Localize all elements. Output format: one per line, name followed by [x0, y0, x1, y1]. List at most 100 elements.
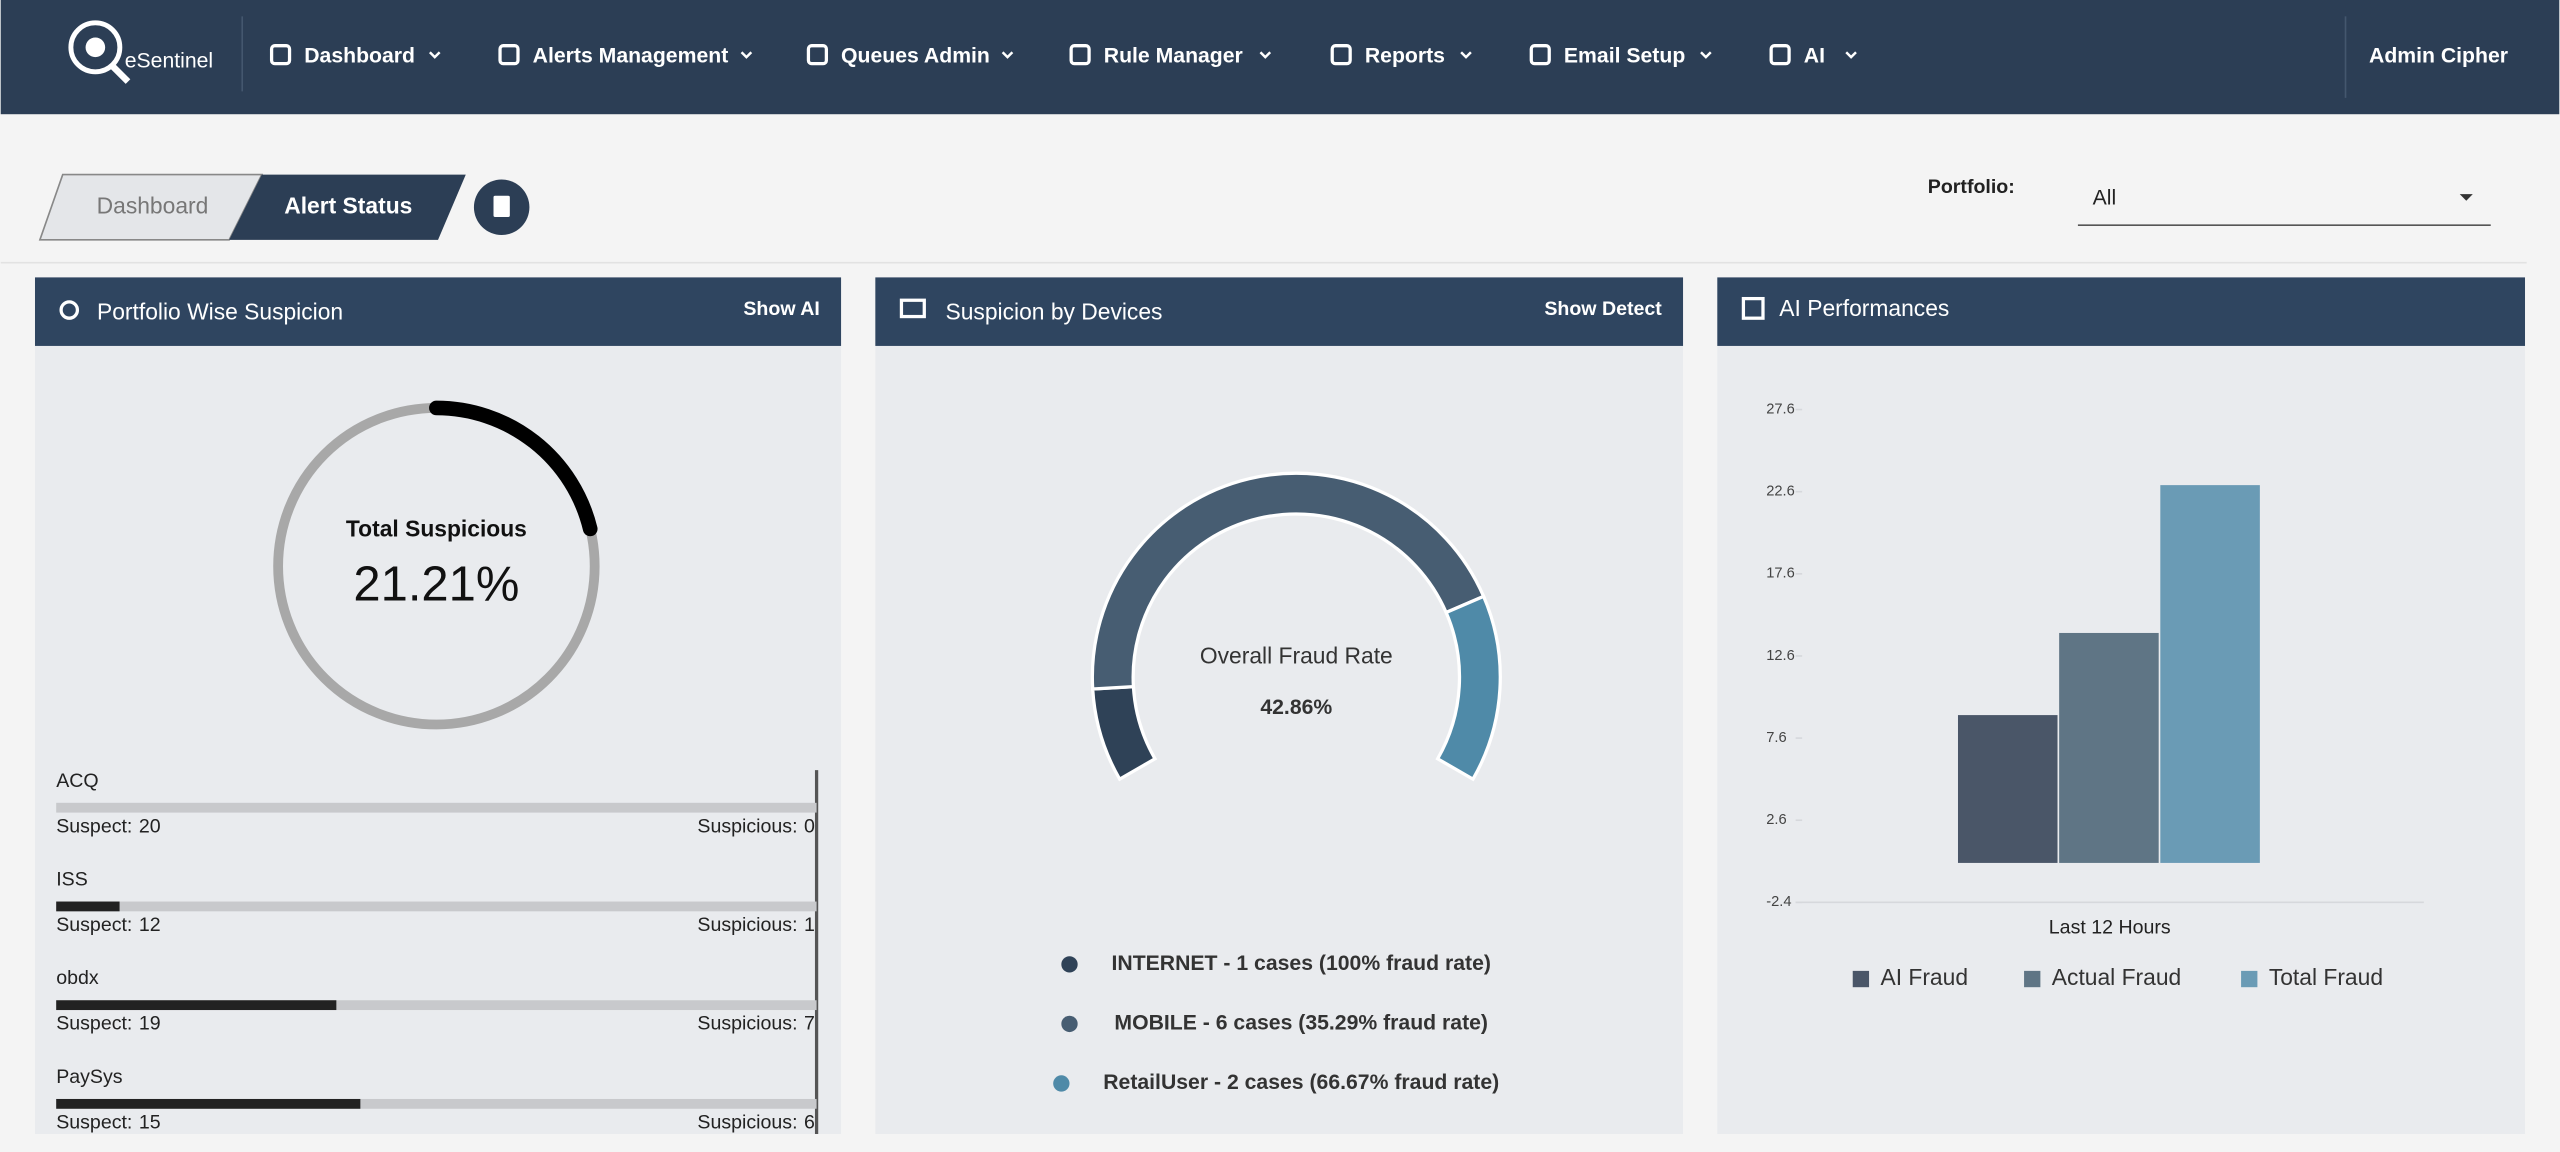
legend-label: Total Fraud	[2269, 964, 2383, 990]
legend-label: RetailUser - 2 cases (66.67% fraud rate)	[1103, 1071, 1499, 1094]
breadcrumb-item[interactable]	[229, 174, 466, 240]
breadcrumb-text: Dashboard	[97, 192, 209, 218]
nav-item[interactable]: Email Setup	[1564, 45, 1685, 68]
icon	[59, 300, 80, 320]
user-menu[interactable]: Admin Cipher	[2369, 45, 2508, 68]
nav-item[interactable]: Alerts Management	[533, 45, 729, 68]
label: Suspect:	[56, 914, 132, 936]
gauge-segment	[1435, 594, 1502, 782]
nav-icon	[1330, 44, 1352, 66]
value: 0	[804, 815, 815, 837]
panel-title: AI Performances	[1779, 295, 1949, 321]
gauge-label: Total Suspicious	[346, 515, 527, 541]
label: Suspect:	[56, 1013, 132, 1035]
icon	[1741, 296, 1765, 320]
panel-body	[34, 277, 842, 1135]
bar-track	[56, 1000, 817, 1011]
panel-action[interactable]: Show Detect	[1544, 298, 1662, 320]
bar	[56, 901, 120, 912]
y-tick-label: 22.6	[1766, 484, 1795, 500]
nav-icon	[269, 44, 292, 66]
caret	[429, 51, 441, 59]
label: Suspect:	[56, 1112, 132, 1134]
panel-title: Portfolio Wise Suspicion	[97, 298, 343, 324]
label: Suspicious:	[697, 914, 797, 936]
value: 20	[139, 815, 161, 837]
navbar	[0, 0, 2560, 115]
value: 12	[139, 914, 161, 936]
legend-label: AI Fraud	[1880, 964, 1968, 990]
logo	[85, 37, 106, 58]
logo	[68, 20, 123, 75]
value: 1	[804, 914, 815, 936]
suspicious-count: Suspicious: 6	[697, 1112, 815, 1134]
bar-track	[56, 802, 817, 813]
brand: eSentinel	[125, 50, 213, 73]
legend-dot	[1061, 956, 1078, 973]
portfolio-name: PaySys	[56, 1066, 123, 1088]
caret	[1001, 51, 1014, 59]
y-tick-label: 12.6	[1766, 648, 1795, 664]
suspect-count: Suspect: 12	[56, 914, 160, 936]
panel: Portfolio Wise Suspicion Show AI Total S…	[34, 277, 842, 1135]
legend-dot	[1053, 1075, 1070, 1092]
suspect-count: Suspect: 19	[56, 1013, 160, 1035]
legend-swatch	[2241, 970, 2258, 988]
legend-swatch	[1852, 970, 1870, 988]
panel-action[interactable]: Show AI	[743, 298, 820, 320]
panel-header	[875, 277, 1684, 346]
nav-item[interactable]: AI	[1804, 45, 1825, 68]
nav-icon	[1769, 44, 1791, 66]
caret	[1259, 51, 1272, 59]
y-tick-label: 2.6	[1766, 812, 1786, 828]
suspect-count: Suspect: 15	[56, 1112, 161, 1134]
y-tick-label: 7.6	[1766, 730, 1786, 746]
bar	[2160, 485, 2260, 863]
legend-label: MOBILE - 6 cases (35.29% fraud rate)	[1114, 1012, 1488, 1035]
portfolio-name: ACQ	[56, 770, 98, 792]
gauge-segment	[1090, 471, 1486, 691]
value: 19	[139, 1013, 161, 1035]
icon	[899, 298, 926, 319]
nav-icon	[1529, 44, 1551, 66]
breadcrumb-text: Alert Status	[284, 192, 412, 218]
nav-item[interactable]: Dashboard	[304, 45, 415, 68]
legend-label: INTERNET - 1 cases (100% fraud rate)	[1111, 952, 1490, 975]
suspicious-count: Suspicious: 1	[697, 914, 815, 936]
gauge-value: 42.86%	[1260, 696, 1332, 719]
gauge-arc	[429, 400, 598, 537]
filter-value[interactable]: All	[2093, 187, 2117, 210]
bar	[2059, 632, 2159, 863]
gauge-value: 21.21%	[353, 557, 519, 611]
value: 15	[139, 1112, 161, 1134]
y-tick-label: 17.6	[1766, 566, 1795, 582]
panel-body	[875, 277, 1684, 1135]
bar-track	[56, 901, 817, 912]
gauge-label: Overall Fraud Rate	[1200, 643, 1393, 669]
portfolio-name: obdx	[56, 967, 99, 989]
nav-item[interactable]: Queues Admin	[841, 45, 990, 68]
caret	[1460, 51, 1472, 59]
panel: Suspicion by Devices Show Detect Overall…	[875, 277, 1684, 1135]
bar	[56, 1098, 361, 1109]
bar	[56, 1000, 337, 1011]
legend-dot	[1061, 1015, 1078, 1033]
suspect-count: Suspect: 20	[56, 815, 161, 837]
filter-label: Portfolio:	[1928, 176, 2015, 198]
bar	[1957, 715, 2058, 863]
nav-item[interactable]: Rule Manager	[1104, 45, 1243, 68]
logo	[109, 62, 131, 84]
suspicious-count: Suspicious: 7	[697, 1013, 815, 1035]
nav-item[interactable]: Reports	[1365, 45, 1445, 68]
value: 6	[804, 1112, 815, 1134]
y-tick-label: 27.6	[1766, 401, 1795, 417]
suspicious-count: Suspicious: 0	[697, 815, 815, 837]
label: Suspicious:	[697, 815, 797, 837]
nav-icon	[1069, 44, 1091, 66]
legend-swatch	[2024, 970, 2041, 988]
label: Suspicious:	[697, 1112, 797, 1134]
portfolio-name: ISS	[56, 868, 88, 890]
label: Suspicious:	[697, 1013, 797, 1035]
